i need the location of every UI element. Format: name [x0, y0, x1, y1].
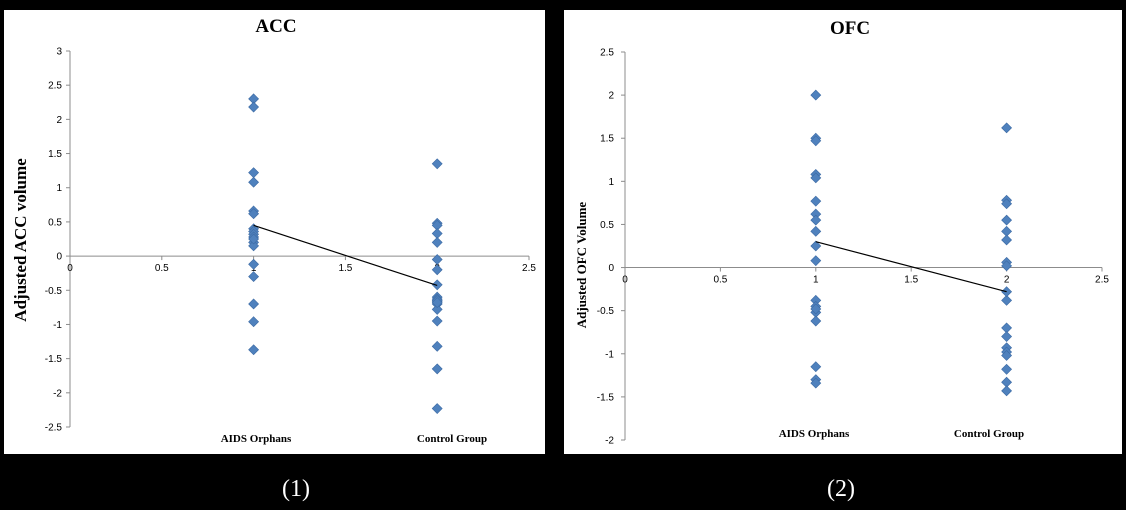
chart-1-ytick-label: -1.5 [45, 354, 63, 365]
chart-2-xtick-label: 0 [622, 275, 628, 286]
chart-1-ytick-label: 0 [56, 252, 62, 263]
caption-1: (1) [282, 476, 310, 502]
chart-1-ylabel: Adjusted ACC volume [11, 158, 30, 322]
chart-2-ytick-label: 0 [608, 263, 614, 274]
chart-2-xtick-label: 0.5 [713, 275, 727, 286]
chart-1-point [431, 158, 443, 170]
chart-2-ytick-label: 1 [608, 177, 614, 188]
chart-1-title: ACC [255, 16, 296, 37]
chart-2-point [1001, 363, 1013, 375]
chart-1-point [431, 303, 443, 315]
chart-1-point [248, 208, 260, 220]
chart-1-ytick-label: 3 [56, 47, 62, 58]
chart-2-group-label: Control Group [954, 428, 1024, 440]
chart-1-trend-line [253, 224, 438, 287]
chart-1-point [248, 258, 260, 270]
chart-2-point [810, 135, 822, 147]
chart-2-point [810, 303, 822, 315]
chart-2-ytick-label: 2 [608, 91, 614, 102]
chart-1-point [431, 363, 443, 375]
chart-1-ytick-label: -0.5 [45, 286, 63, 297]
chart-2-ytick-label: -0.5 [597, 306, 615, 317]
chart-1-point [248, 233, 260, 245]
chart-2-ytick-label: -1.5 [597, 392, 615, 403]
chart-1-xtick-label: 0.5 [155, 263, 169, 274]
chart-2-point [1001, 331, 1013, 342]
chart-1-point [248, 176, 260, 188]
ofc-chart-panel: OFC Adjusted OFC Volume 2.5 2 1.5 1 0.5 0 -0.5 -1… [564, 10, 1122, 454]
chart-2-point [810, 172, 822, 184]
chart-1-point [431, 340, 443, 352]
chart-1-point [248, 271, 260, 283]
acc-chart-panel: ACC Adjusted ACC volume 3 2.5 2 1.5 1 0.5 0 -0.5 -… [4, 10, 545, 454]
chart-2-point [810, 255, 822, 267]
chart-2-ytick-label: -1 [605, 349, 614, 360]
chart-1-point [431, 315, 443, 327]
chart-1-xtick-label: 2.5 [522, 263, 536, 274]
chart-2-point [810, 361, 822, 373]
chart-1-ytick-label: 2 [56, 115, 62, 126]
chart-2-point [810, 377, 822, 389]
chart-1-point [431, 297, 443, 309]
chart-2-ytick-label: -2 [605, 436, 614, 447]
chart-1-point [431, 403, 443, 414]
chart-2-trend-line [815, 241, 1007, 293]
chart-2-ylabel: Adjusted OFC Volume [574, 202, 589, 329]
chart-1-ytick-label: 2.5 [48, 81, 62, 92]
chart-2-point [810, 240, 822, 252]
chart-2-point [1001, 260, 1013, 272]
chart-2-point [1001, 198, 1013, 210]
chart-2-ytick-label: 2.5 [600, 48, 614, 59]
caption-2: (2) [827, 476, 855, 502]
chart-2-xtick-label: 2 [1004, 275, 1010, 286]
chart-2-ytick-label: 1.5 [600, 134, 614, 145]
chart-2-point [1001, 234, 1013, 246]
chart-2-point [1001, 214, 1013, 226]
chart-1-xtick-label: 0 [67, 263, 73, 274]
chart-1-ytick-label: -2 [53, 388, 62, 399]
chart-1-ytick-label: 1.5 [48, 149, 62, 160]
chart-1-ytick-label: 0.5 [48, 217, 62, 228]
chart-2-group-label: AIDS Orphans [779, 428, 850, 440]
chart-1-xtick-label: 1.5 [338, 263, 352, 274]
chart-1-ytick-label: 1 [56, 183, 62, 194]
chart-1-point [248, 316, 260, 328]
chart-1-point [248, 298, 260, 310]
chart-2-point [810, 214, 822, 226]
ofc-chart: OFC Adjusted OFC Volume 2.5 2 1.5 1 0.5 0 -0.5 -1… [574, 18, 1109, 447]
chart-2-title: OFC [830, 18, 870, 39]
chart-2-point [810, 89, 822, 101]
acc-chart: ACC Adjusted ACC volume 3 2.5 2 1.5 1 0.5 0 -0.5 -… [11, 16, 536, 445]
chart-1-point [248, 167, 260, 179]
chart-1-group-label: Control Group [417, 433, 487, 445]
chart-2-point [1001, 122, 1013, 134]
chart-1-ytick-label: -2.5 [45, 423, 63, 434]
chart-2-point [810, 195, 822, 207]
chart-1-point [431, 264, 443, 276]
chart-1-point [248, 240, 260, 252]
chart-1-point [248, 101, 260, 113]
chart-2-point [1001, 385, 1013, 397]
chart-1-group-label: AIDS Orphans [221, 433, 292, 445]
chart-1-point [431, 236, 443, 248]
chart-2-point [810, 315, 822, 327]
chart-2-point [1001, 350, 1013, 361]
chart-2-xtick-label: 1 [813, 275, 819, 286]
chart-2-point [810, 225, 822, 237]
chart-2-point [1001, 294, 1013, 306]
chart-1-point [248, 344, 260, 356]
chart-2-ytick-label: 0.5 [600, 220, 614, 231]
chart-2-xtick-label: 1.5 [904, 275, 918, 286]
chart-1-point [431, 279, 443, 291]
chart-1-ytick-label: -1 [53, 320, 62, 331]
chart-2-xtick-label: 2.5 [1095, 275, 1109, 286]
